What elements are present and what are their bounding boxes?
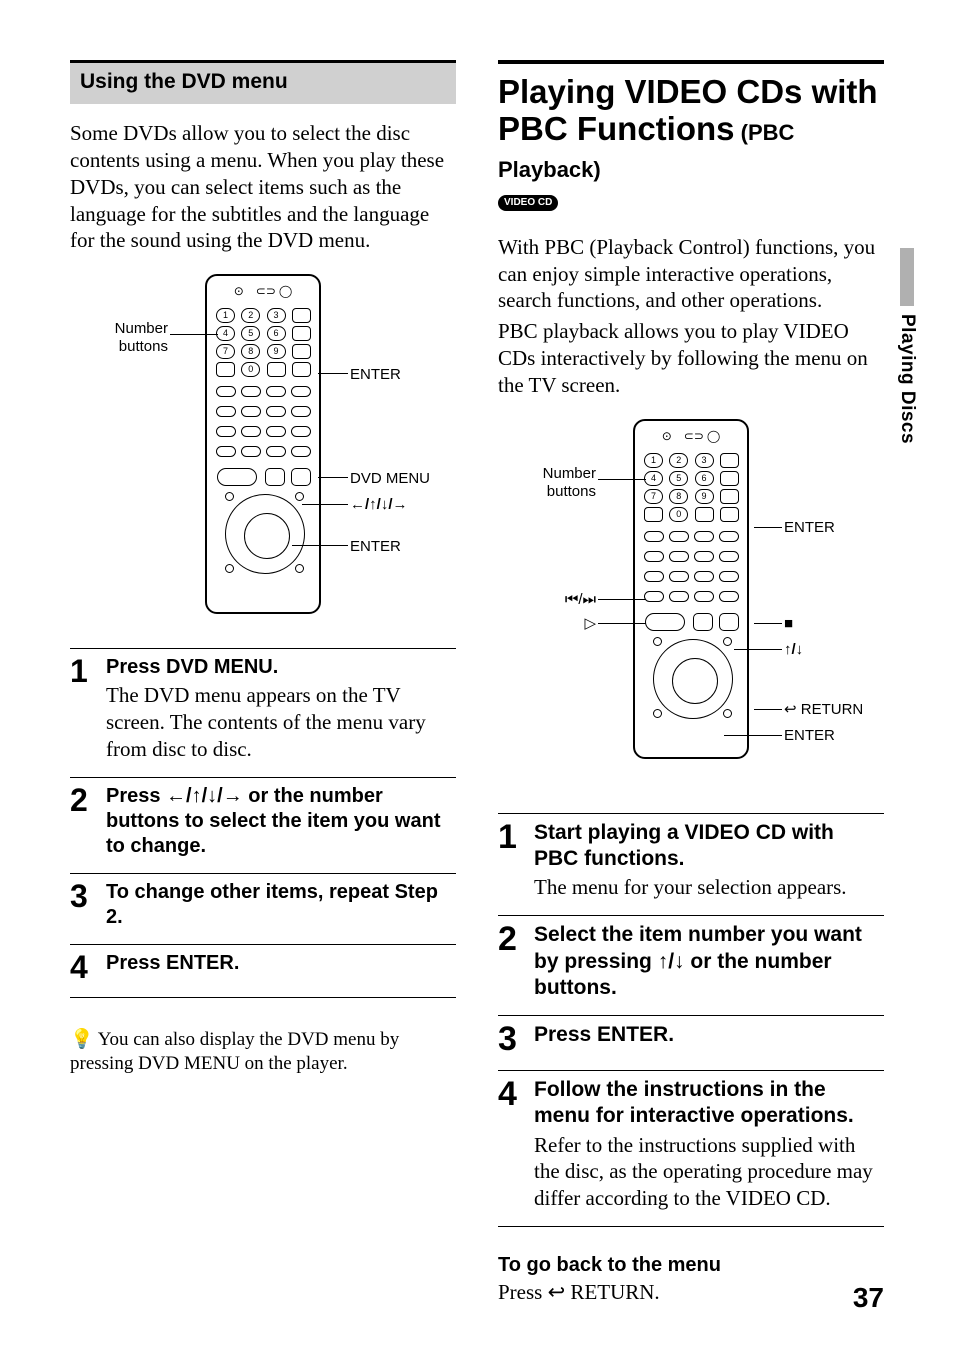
step-4: 4 Press ENTER. [70, 951, 456, 983]
left-remote-diagram: ⊙ ⊂⊃ ◯ 123 456 789 0 [70, 274, 456, 634]
label-number-buttons: Number buttons [70, 320, 168, 356]
step-number: 1 [498, 820, 520, 901]
step-body: Refer to the instructions supplied with … [534, 1132, 884, 1213]
label-enter-bottom: ENTER [784, 727, 835, 745]
label-updown: ↑/↓ [784, 641, 803, 659]
step-bold: Select the item number you want by press… [534, 922, 884, 1001]
label-enter-top: ENTER [350, 366, 401, 384]
remote-outline: ⊙ ⊂⊃ ◯ 123 456 789 0 [205, 274, 321, 614]
step-bold: To change other items, repeat Step 2. [106, 880, 456, 930]
label-stop: ■ [784, 615, 793, 633]
title-line1: Playing VIDEO CDs with [498, 73, 878, 110]
tip-text: You can also display the DVD menu by pre… [70, 1029, 399, 1074]
step-bold: Follow the instructions in the menu for … [534, 1077, 884, 1130]
right-intro1: With PBC (Playback Control) functions, y… [498, 234, 884, 315]
rule [498, 1070, 884, 1071]
page-number: 37 [853, 1280, 884, 1316]
step-body: The DVD menu appears on the TV screen. T… [106, 682, 456, 763]
step-2: 2 Press ←/↑/↓/→ or the number buttons to… [70, 784, 456, 859]
right-column: Playing VIDEO CDs with PBC Functions (PB… [498, 60, 884, 1306]
top-rule [498, 60, 884, 64]
step-number: 2 [498, 922, 520, 1001]
left-heading: Using the DVD menu [70, 60, 456, 104]
side-tab: Playing Discs [892, 248, 922, 478]
step-3: 3 To change other items, repeat Step 2. [70, 880, 456, 930]
step-bold: Press ←/↑/↓/→ or the number buttons to s… [106, 784, 456, 859]
step-number: 2 [70, 784, 92, 859]
step-number: 3 [70, 880, 92, 930]
page: Using the DVD menu Some DVDs allow you t… [0, 0, 954, 1346]
side-tab-label: Playing Discs [895, 314, 919, 444]
step-bold: Press DVD MENU. [106, 655, 456, 680]
label-enter-bottom: ENTER [350, 538, 401, 556]
step-1: 1 Press DVD MENU. The DVD menu appears o… [70, 655, 456, 763]
rule [498, 813, 884, 814]
side-tab-marker [900, 248, 914, 306]
rule [70, 997, 456, 998]
rule [498, 1015, 884, 1016]
step-number: 4 [498, 1077, 520, 1212]
rule [498, 1226, 884, 1227]
step-number: 4 [70, 951, 92, 983]
goback-body: Press ↩ RETURN. [498, 1279, 884, 1306]
rule [70, 777, 456, 778]
left-column: Using the DVD menu Some DVDs allow you t… [70, 60, 456, 1306]
goback-heading: To go back to the menu [498, 1253, 884, 1279]
r-step-3: 3 Press ENTER. [498, 1022, 884, 1056]
label-number-buttons: Number buttons [498, 465, 596, 501]
main-title: Playing VIDEO CDs with PBC Functions (PB… [498, 74, 884, 185]
label-return: ↩ RETURN [784, 701, 863, 719]
video-cd-badge: VIDEO CD [498, 195, 558, 211]
r-step-2: 2 Select the item number you want by pre… [498, 922, 884, 1001]
title-line2: PBC Functions [498, 110, 735, 147]
step-bold: Start playing a VIDEO CD with PBC functi… [534, 820, 884, 873]
label-play: ▷ [498, 615, 596, 633]
rule [70, 944, 456, 945]
r-step-4: 4 Follow the instructions in the menu fo… [498, 1077, 884, 1212]
rule [498, 915, 884, 916]
rule [70, 648, 456, 649]
step-bold: Press ENTER. [106, 951, 239, 976]
label-dvd-menu: DVD MENU [350, 470, 430, 488]
left-intro: Some DVDs allow you to select the disc c… [70, 120, 456, 254]
label-enter-top: ENTER [784, 519, 835, 537]
label-prev-next: ⏮/⏭ [498, 591, 596, 609]
step-bold: Press ENTER. [534, 1022, 674, 1048]
step-number: 1 [70, 655, 92, 763]
label-arrows: ←/↑/↓/→ [350, 496, 408, 514]
tip: 💡 You can also display the DVD menu by p… [70, 1028, 456, 1077]
step-number: 3 [498, 1022, 520, 1056]
right-intro2: PBC playback allows you to play VIDEO CD… [498, 318, 884, 399]
rule [70, 873, 456, 874]
right-remote-diagram: ⊙ ⊂⊃ ◯ 123 456 789 0 [498, 419, 884, 799]
r-step-1: 1 Start playing a VIDEO CD with PBC func… [498, 820, 884, 901]
remote-outline: ⊙ ⊂⊃ ◯ 123 456 789 0 [633, 419, 749, 759]
step-body: The menu for your selection appears. [534, 874, 884, 901]
